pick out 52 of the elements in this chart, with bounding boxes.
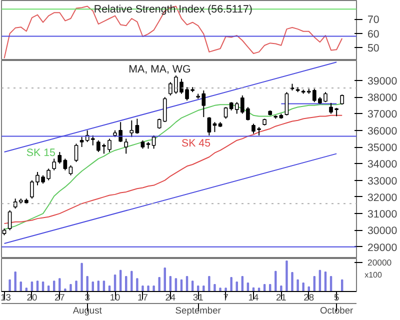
y-tick-label: 29000 [368,242,398,254]
x-tick-label: 7 [223,292,228,302]
candlestick [13,198,18,210]
candlestick [63,158,68,171]
y-tick-label: 70 [368,14,380,26]
text: August [72,306,102,316]
candlestick [224,106,228,120]
candlestick [152,134,156,150]
y-tick-label: 32000 [368,192,398,204]
x-tick-label: 5 [334,292,340,302]
candlestick [30,180,34,200]
x-tick-label: 28 [304,292,314,302]
y-tick-label: 35000 [368,142,398,154]
candlestick [135,118,140,134]
candlestick [80,136,84,148]
candlestick [212,122,217,133]
y-tick-label: 36000 [368,125,398,138]
x-tick-label: 3 [84,292,90,302]
series-label: SK 45 [181,137,211,150]
y-tick-label: 60 [368,28,380,40]
x-tick-label: 17 [138,292,148,302]
candlestick [284,92,289,116]
text: 20000 [368,257,392,268]
x-tick-label: 13 [0,292,11,302]
candlestick [124,138,128,154]
x-tick-label: 31 [192,292,204,302]
y-tick-label: 39000 [368,75,398,88]
x-tick-label: 21 [276,292,286,302]
x-tick-label: 20 [26,292,38,302]
y-tick-label: 37000 [368,108,398,121]
line-series [4,6,343,59]
candlestick [8,210,12,231]
text: September [175,306,221,316]
candlestick [74,143,78,162]
x-tick-label: 10 [110,292,120,302]
y-tick-label: 34000 [368,158,398,171]
y-tick-label: 33000 [368,175,398,188]
y-tick-label: 50 [368,42,380,55]
text: x100 [364,270,382,280]
y-tick-label: 38000 [368,92,398,104]
y-tick-label: 31000 [368,208,398,221]
text: SK 15 [26,147,56,160]
x-tick-label: 14 [248,292,259,302]
candlestick [207,116,212,136]
candlestick [68,164,73,176]
x-tick-label: 27 [54,292,65,302]
candlestick [340,94,344,106]
x-tick-label: 24 [165,292,176,302]
candlestick [130,120,134,138]
text: October [320,306,354,316]
y-tick-label: 30000 [368,225,398,238]
chart-title: MA, MA, WG [128,64,191,76]
